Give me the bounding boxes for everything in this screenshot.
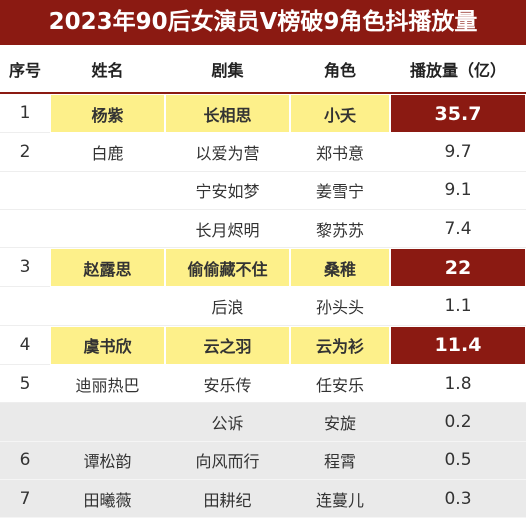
- table-row: 1 杨紫 长相思 小夭 35.7: [0, 94, 526, 134]
- cell-drama: 后浪: [165, 287, 290, 326]
- cell-views: 0.2: [390, 403, 526, 442]
- cell-name: 杨紫: [50, 94, 165, 134]
- title: 2023年90后女演员V榜破9角色抖播放量: [0, 0, 526, 45]
- cell-role: 郑书意: [290, 133, 390, 172]
- column-header: 角色: [290, 45, 390, 94]
- column-header: 序号: [0, 45, 50, 94]
- cell-no: 6: [0, 441, 50, 480]
- cell-role: 云为衫: [290, 325, 390, 366]
- cell-name: [50, 403, 165, 442]
- cell-name: [50, 210, 165, 249]
- column-header: 剧集: [165, 45, 290, 94]
- cell-drama: 向风而行: [165, 441, 290, 480]
- cell-views: 22: [390, 248, 526, 288]
- cell-role: 桑稚: [290, 248, 390, 288]
- table-row: 公诉 安旋 0.2: [0, 403, 526, 442]
- cell-drama: 公诉: [165, 403, 290, 442]
- cell-role: 程霄: [290, 441, 390, 480]
- cell-drama: 以爱为营: [165, 133, 290, 172]
- cell-role: 连蔓儿: [290, 479, 390, 518]
- cell-name: 白鹿: [50, 133, 165, 172]
- cell-no: [0, 403, 50, 442]
- cell-views: 9.7: [390, 133, 526, 172]
- cell-views: 0.5: [390, 441, 526, 480]
- cell-name: 虞书欣: [50, 325, 165, 366]
- cell-views: 0.3: [390, 479, 526, 518]
- cell-role: 安旋: [290, 403, 390, 442]
- cell-role: 任安乐: [290, 365, 390, 404]
- cell-role: 姜雪宁: [290, 172, 390, 210]
- cell-no: [0, 172, 50, 210]
- cell-name: 迪丽热巴: [50, 365, 165, 404]
- cell-role: 孙头头: [290, 287, 390, 326]
- cell-name: 谭松韵: [50, 441, 165, 480]
- cell-role: 小夭: [290, 94, 390, 134]
- table-row: 长月烬明 黎苏苏 7.4: [0, 210, 526, 249]
- cell-no: 5: [0, 365, 50, 404]
- column-header: 播放量（亿）: [390, 45, 526, 94]
- cell-name: 田曦薇: [50, 479, 165, 518]
- cell-drama: 安乐传: [165, 365, 290, 404]
- cell-drama: 长相思: [165, 94, 290, 134]
- cell-no: 4: [0, 326, 50, 366]
- cell-name: [50, 172, 165, 210]
- cell-drama: 云之羽: [165, 325, 290, 366]
- table-body: 1 杨紫 长相思 小夭 35.7 2 白鹿 以爱为营 郑书意 9.7 宁安如梦 姜雪宁 9.1 长月…: [0, 94, 526, 518]
- table: 序号 姓名 剧集 角色 播放量（亿） 1 杨紫 长相思 小夭 35.7 2 白鹿 以爱为营郑…: [0, 45, 526, 518]
- cell-no: 2: [0, 133, 50, 172]
- cell-views: 1.8: [390, 365, 526, 404]
- table-row: 5 迪丽热巴 安乐传 任安乐 1.8: [0, 365, 526, 404]
- table-row: 3 赵露思 偷偷藏不住 桑稚 22: [0, 248, 526, 288]
- table-row: 7 田曦薇 田耕纪 连蔓儿 0.3: [0, 479, 526, 518]
- cell-no: [0, 287, 50, 326]
- cell-no: 1: [0, 94, 50, 134]
- cell-drama: 长月烬明: [165, 210, 290, 249]
- cell-drama: 宁安如梦: [165, 172, 290, 210]
- column-header: 姓名: [50, 45, 165, 94]
- cell-no: 3: [0, 248, 50, 288]
- table-row: 4 虞书欣 云之羽 云为衫 11.4: [0, 325, 526, 366]
- cell-role: 黎苏苏: [290, 210, 390, 249]
- cell-name: 赵露思: [50, 248, 165, 288]
- cell-views: 11.4: [390, 325, 526, 366]
- cell-views: 1.1: [390, 287, 526, 326]
- cell-views: 9.1: [390, 172, 526, 210]
- cell-no: [0, 210, 50, 249]
- table-row: 宁安如梦 姜雪宁 9.1: [0, 172, 526, 210]
- table-row: 2 白鹿 以爱为营 郑书意 9.7: [0, 133, 526, 172]
- cell-views: 7.4: [390, 210, 526, 249]
- cell-no: 7: [0, 479, 50, 518]
- table-row: 后浪 孙头头 1.1: [0, 287, 526, 326]
- cell-views: 35.7: [390, 94, 526, 134]
- table-row: 6 谭松韵 向风而行 程霄 0.5: [0, 441, 526, 480]
- cell-drama: 田耕纪: [165, 479, 290, 518]
- cell-name: [50, 287, 165, 326]
- header-row: 序号 姓名 剧集 角色 播放量（亿）: [0, 45, 526, 94]
- cell-drama: 偷偷藏不住: [165, 248, 290, 288]
